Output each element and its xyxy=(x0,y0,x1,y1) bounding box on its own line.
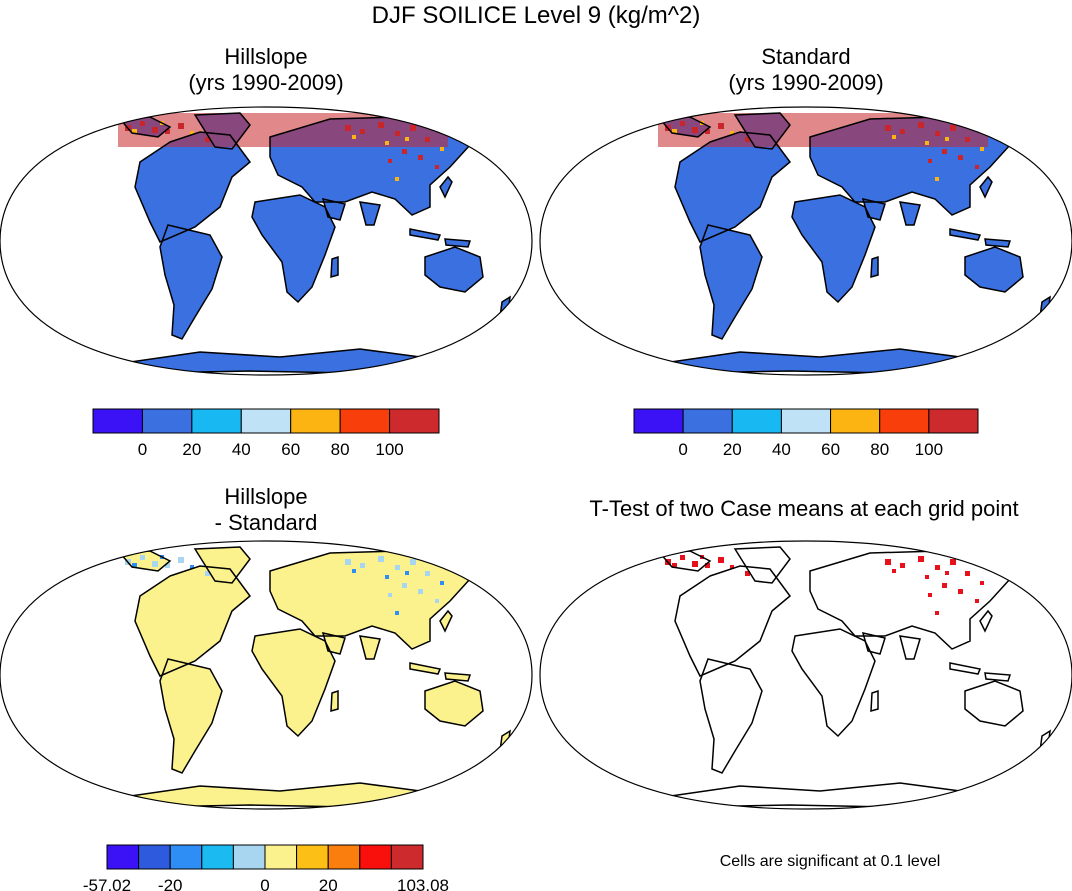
colorbar-box xyxy=(169,844,203,870)
colorbar-box xyxy=(201,844,234,870)
colorbar-box xyxy=(780,408,832,434)
colorbar-box xyxy=(359,844,392,870)
colorbar-tick-label: 100 xyxy=(375,440,403,459)
colorbar-box xyxy=(682,408,733,434)
colorbar-tick-label: 100 xyxy=(915,440,943,459)
panel-title-ttest: T-Test of two Case means at each grid po… xyxy=(589,496,1019,521)
figure-title: DJF SOILICE Level 9 (kg/m^2) xyxy=(371,2,701,29)
colorbar-tick-label: 20 xyxy=(723,440,742,459)
colorbar-box xyxy=(296,844,329,870)
colorbar-box xyxy=(240,408,292,434)
colorbar-tick-label: -57.02 xyxy=(83,876,131,891)
panel-title-line2: - Standard xyxy=(214,510,318,535)
map-panel-difference xyxy=(0,540,533,810)
colorbar-tick-label: 0 xyxy=(678,440,687,459)
colorbar-box xyxy=(327,844,361,870)
colorbar-box xyxy=(232,844,266,870)
map-panel-standard xyxy=(539,106,1072,376)
colorbar-box xyxy=(928,408,979,434)
colorbar-tick-label: 60 xyxy=(821,440,840,459)
colorbar-tick-label: -20 xyxy=(158,876,183,891)
colorbar-box xyxy=(191,408,242,434)
land-field xyxy=(110,547,510,807)
colorbar-tick-label: 60 xyxy=(281,440,300,459)
colorbar-box xyxy=(389,408,440,434)
panel-title-line1: Hillslope xyxy=(224,484,308,509)
colorbar-hillslope: 0 20 40 60 80 100 xyxy=(92,408,440,459)
panel-title-line2: (yrs 1990-2009) xyxy=(188,70,344,95)
panel-title-line1: Hillslope xyxy=(224,44,308,69)
colorbar-tick-label: 0 xyxy=(260,876,269,891)
colorbar-tick-label: 20 xyxy=(182,440,201,459)
colorbar-box xyxy=(92,408,143,434)
colorbar-box xyxy=(339,408,391,434)
colorbar-tick-label: 103.08 xyxy=(397,876,449,891)
colorbar-difference: -57.02 -20 0 20 103.08 xyxy=(83,844,449,891)
colorbar-box xyxy=(830,408,881,434)
map-panel-hillslope xyxy=(0,106,533,376)
colorbar-tick-label: 80 xyxy=(870,440,889,459)
colorbar-tick-label: 0 xyxy=(138,440,147,459)
colorbar-box xyxy=(731,408,782,434)
colorbar-standard: 0 20 40 60 80 100 xyxy=(633,408,979,459)
land-field xyxy=(110,113,510,373)
colorbar-box xyxy=(264,844,298,870)
colorbar-box xyxy=(106,844,140,870)
colorbar-box xyxy=(633,408,684,434)
colorbar-tick-label: 20 xyxy=(319,876,338,891)
panel-title-difference: Hillslope - Standard xyxy=(116,484,416,536)
colorbar-box xyxy=(141,408,193,434)
panel-title-hillslope: Hillslope (yrs 1990-2009) xyxy=(116,44,416,96)
panel-title-line1: Standard xyxy=(761,44,851,69)
colorbar-box xyxy=(138,844,171,870)
colorbar-box xyxy=(390,844,424,870)
colorbar-tick-label: 80 xyxy=(331,440,350,459)
panel-title-line2: (yrs 1990-2009) xyxy=(728,70,884,95)
land-field xyxy=(650,547,1050,807)
colorbar-tick-label: 40 xyxy=(232,440,251,459)
colorbar-box xyxy=(290,408,341,434)
map-panel-ttest xyxy=(539,540,1072,810)
significance-note: Cells are significant at 0.1 level xyxy=(719,853,941,870)
panel-title-standard: Standard (yrs 1990-2009) xyxy=(656,44,956,96)
land-field xyxy=(650,113,1050,373)
colorbar-tick-label: 40 xyxy=(772,440,791,459)
colorbar-box xyxy=(879,408,930,434)
